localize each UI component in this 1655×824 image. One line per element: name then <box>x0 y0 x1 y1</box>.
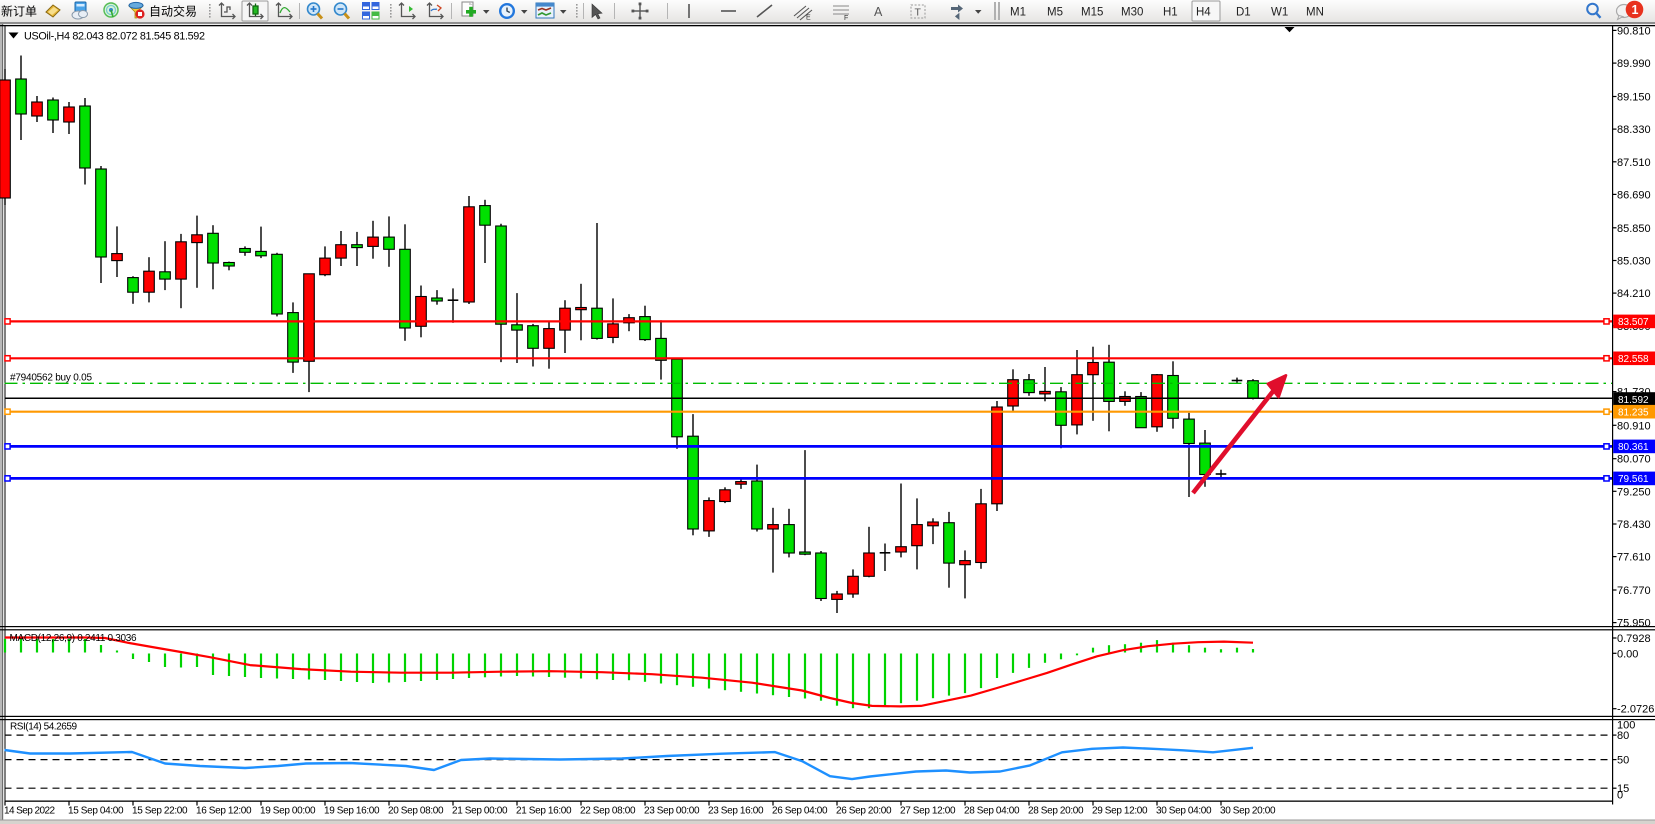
svg-text:100: 100 <box>1617 719 1635 731</box>
svg-text:88.330: 88.330 <box>1617 124 1651 136</box>
svg-text:80.070: 80.070 <box>1617 454 1651 466</box>
svg-text:81.592: 81.592 <box>1618 395 1649 406</box>
svg-text:75.950: 75.950 <box>1617 618 1651 630</box>
svg-text:E: E <box>806 15 811 22</box>
svg-text:21 Sep 16:00: 21 Sep 16:00 <box>516 806 572 817</box>
svg-text:M1: M1 <box>1010 7 1026 19</box>
svg-text:-2.0726: -2.0726 <box>1617 704 1654 716</box>
svg-text:27 Sep 12:00: 27 Sep 12:00 <box>900 806 956 817</box>
svg-text:14 Sep 2022: 14 Sep 2022 <box>4 806 55 817</box>
svg-text:A: A <box>874 5 883 19</box>
svg-text:82.558: 82.558 <box>1618 354 1649 365</box>
svg-text:28 Sep 04:00: 28 Sep 04:00 <box>964 806 1020 817</box>
svg-text:79.250: 79.250 <box>1617 486 1651 498</box>
svg-text:H1: H1 <box>1163 7 1178 19</box>
svg-text:15: 15 <box>1617 783 1629 795</box>
svg-text:新订单: 新订单 <box>1 4 37 19</box>
svg-text:30 Sep 04:00: 30 Sep 04:00 <box>1156 806 1212 817</box>
svg-text:M5: M5 <box>1047 7 1063 19</box>
svg-text:T: T <box>915 7 922 19</box>
svg-text:23 Sep 00:00: 23 Sep 00:00 <box>644 806 700 817</box>
svg-text:0: 0 <box>1617 790 1623 802</box>
svg-text:15 Sep 22:00: 15 Sep 22:00 <box>132 806 188 817</box>
svg-text:80.910: 80.910 <box>1617 420 1651 432</box>
svg-text:F: F <box>844 15 848 22</box>
svg-text:M15: M15 <box>1081 7 1103 19</box>
svg-text:16 Sep 12:00: 16 Sep 12:00 <box>196 806 252 817</box>
svg-text:89.150: 89.150 <box>1617 92 1651 104</box>
svg-text:81.235: 81.235 <box>1618 408 1649 419</box>
svg-text:#7940562 buy 0.05: #7940562 buy 0.05 <box>10 373 92 384</box>
svg-text:83.507: 83.507 <box>1618 317 1649 328</box>
svg-text:77.610: 77.610 <box>1617 552 1651 564</box>
svg-text:MACD(12,26,9) 0.2411 0.3036: MACD(12,26,9) 0.2411 0.3036 <box>10 633 137 644</box>
svg-text:87.510: 87.510 <box>1617 157 1651 169</box>
svg-text:85.030: 85.030 <box>1617 256 1651 268</box>
svg-text:78.430: 78.430 <box>1617 519 1651 531</box>
svg-text:29 Sep 12:00: 29 Sep 12:00 <box>1092 806 1148 817</box>
svg-text:86.690: 86.690 <box>1617 189 1651 201</box>
svg-text:19 Sep 16:00: 19 Sep 16:00 <box>324 806 380 817</box>
svg-text:79.561: 79.561 <box>1618 474 1649 485</box>
svg-text:84.210: 84.210 <box>1617 288 1651 300</box>
svg-text:80.361: 80.361 <box>1618 442 1649 453</box>
svg-text:1: 1 <box>1632 3 1639 17</box>
svg-text:MN: MN <box>1306 7 1324 19</box>
svg-text:0.7928: 0.7928 <box>1617 633 1651 645</box>
svg-text:自动交易: 自动交易 <box>149 4 197 19</box>
svg-text:85.850: 85.850 <box>1617 223 1651 235</box>
svg-text:50: 50 <box>1617 755 1629 767</box>
svg-text:USOil-,H4 82.043 82.072 81.54: USOil-,H4 82.043 82.072 81.545 81.592 <box>24 31 205 43</box>
svg-text:90.810: 90.810 <box>1617 25 1651 37</box>
svg-text:76.770: 76.770 <box>1617 585 1651 597</box>
svg-text:26 Sep 04:00: 26 Sep 04:00 <box>772 806 828 817</box>
svg-text:26 Sep 20:00: 26 Sep 20:00 <box>836 806 892 817</box>
svg-text:80: 80 <box>1617 730 1629 742</box>
svg-text:H4: H4 <box>1196 7 1211 19</box>
svg-text:0.00: 0.00 <box>1617 648 1638 660</box>
svg-text:RSI(14) 54.2659: RSI(14) 54.2659 <box>10 722 77 733</box>
svg-text:21 Sep 00:00: 21 Sep 00:00 <box>452 806 508 817</box>
svg-text:M30: M30 <box>1121 7 1143 19</box>
svg-text:19 Sep 00:00: 19 Sep 00:00 <box>260 806 316 817</box>
svg-text:23 Sep 16:00: 23 Sep 16:00 <box>708 806 764 817</box>
svg-text:W1: W1 <box>1271 7 1288 19</box>
svg-text:15 Sep 04:00: 15 Sep 04:00 <box>68 806 124 817</box>
svg-text:28 Sep 20:00: 28 Sep 20:00 <box>1028 806 1084 817</box>
svg-text:30 Sep 20:00: 30 Sep 20:00 <box>1220 806 1276 817</box>
svg-text:22 Sep 08:00: 22 Sep 08:00 <box>580 806 636 817</box>
svg-text:89.990: 89.990 <box>1617 58 1651 70</box>
svg-text:20 Sep 08:00: 20 Sep 08:00 <box>388 806 444 817</box>
svg-text:D1: D1 <box>1236 7 1251 19</box>
